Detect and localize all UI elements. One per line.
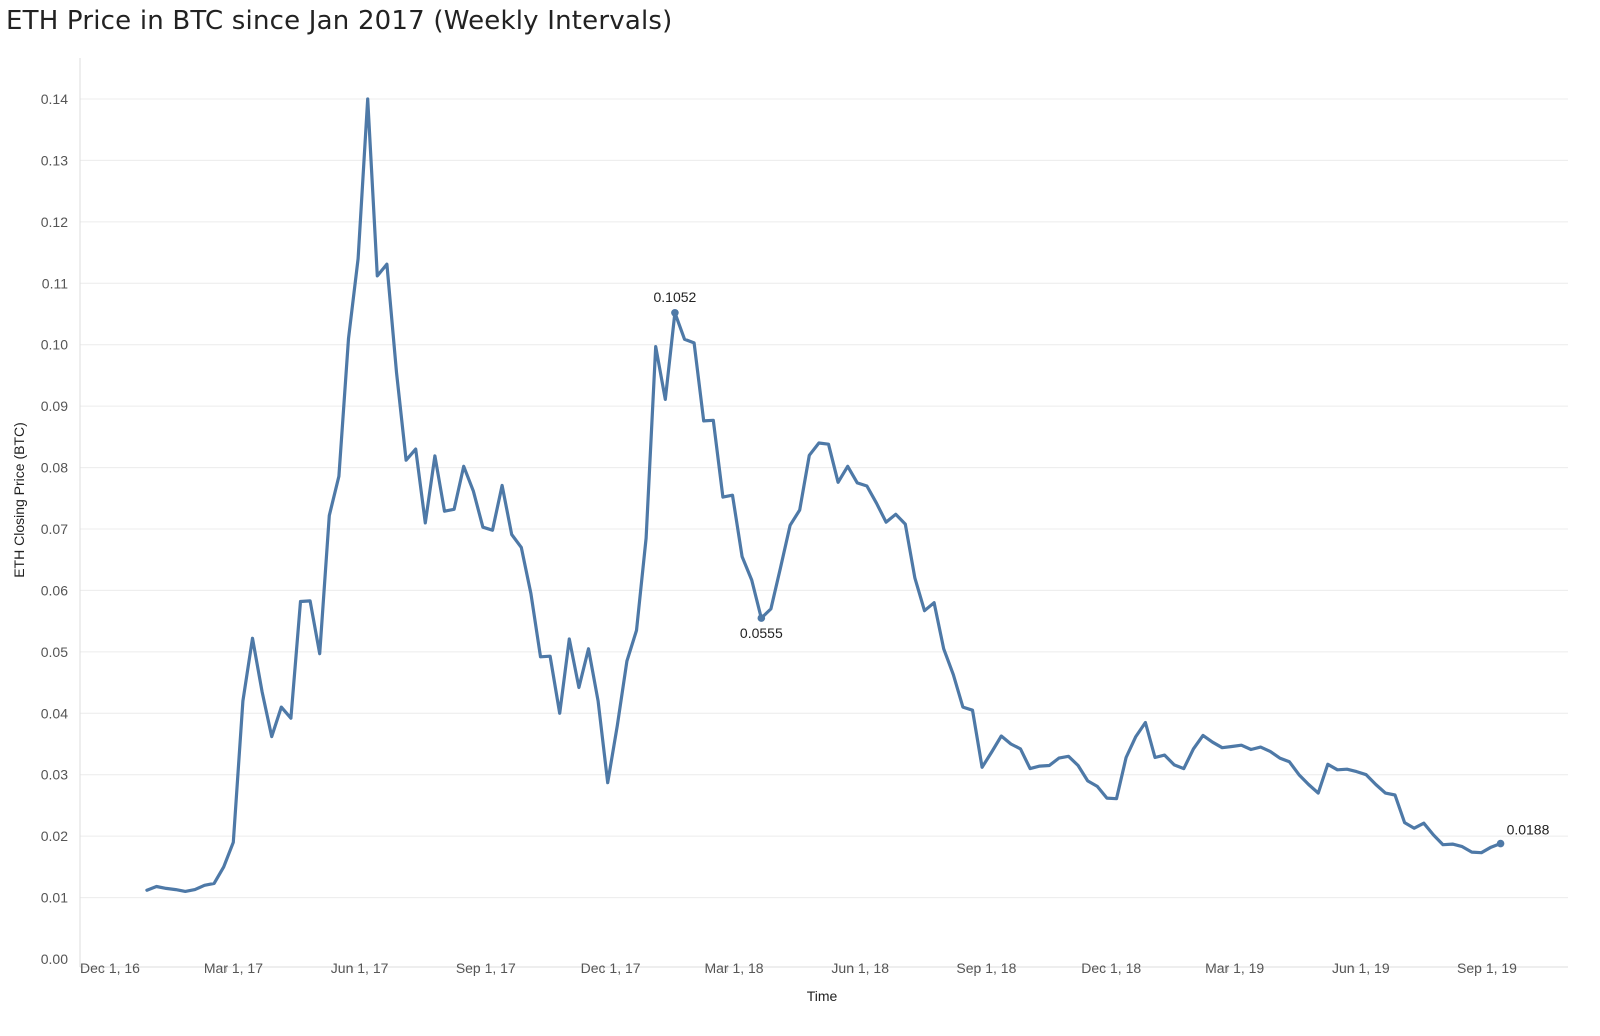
annotated-point xyxy=(1496,839,1505,848)
x-axis-title: Time xyxy=(807,988,838,1004)
y-tick-label: 0.11 xyxy=(42,275,68,291)
x-tick-label: Mar 1, 19 xyxy=(1205,960,1264,976)
data-labels: 0.1052 0.0555 0.0188 xyxy=(654,289,1550,848)
y-tick-label: 0.07 xyxy=(41,521,68,537)
y-tick-label: 0.08 xyxy=(41,460,68,476)
y-tick-label: 0.10 xyxy=(41,337,68,353)
data-label: 0.0555 xyxy=(740,625,783,641)
chart-title: ETH Price in BTC since Jan 2017 (Weekly … xyxy=(6,6,673,36)
y-tick-label: 0.05 xyxy=(41,644,68,660)
x-tick-label: Sep 1, 19 xyxy=(1457,960,1517,976)
y-tick-label: 0.03 xyxy=(41,767,68,783)
x-tick-label: Jun 1, 19 xyxy=(1332,960,1390,976)
eth-btc-price-line xyxy=(145,97,1503,894)
y-tick-label: 0.04 xyxy=(41,705,68,721)
x-tick-label: Sep 1, 18 xyxy=(956,960,1016,976)
x-tick-label: Dec 1, 18 xyxy=(1081,960,1141,976)
y-tick-label: 0.12 xyxy=(41,214,68,230)
y-tick-label: 0.01 xyxy=(41,890,68,906)
gridlines xyxy=(80,98,1568,899)
y-axis-title: ETH Closing Price (BTC) xyxy=(11,422,27,578)
x-axis-ticks: Dec 1, 16 Mar 1, 17 Jun 1, 17 Sep 1, 17 Dec … xyxy=(80,960,1517,976)
x-tick-label: Mar 1, 18 xyxy=(704,960,763,976)
series-layer xyxy=(145,97,1503,894)
data-label: 0.1052 xyxy=(654,289,697,305)
y-tick-label: 0.00 xyxy=(41,951,68,967)
annotated-point xyxy=(671,308,679,317)
x-tick-label: Jun 1, 18 xyxy=(831,960,889,976)
x-tick-label: Jun 1, 17 xyxy=(331,960,389,976)
y-tick-label: 0.09 xyxy=(41,398,68,414)
data-label: 0.0188 xyxy=(1507,822,1550,838)
annotated-point xyxy=(757,614,766,622)
y-tick-label: 0.02 xyxy=(41,828,68,844)
y-tick-label: 0.06 xyxy=(41,582,68,598)
y-tick-label: 0.13 xyxy=(41,152,68,168)
y-axis-ticks: 0.00 0.01 0.02 0.03 0.04 0.05 0.06 0.07 0.08 0.09… xyxy=(41,91,68,967)
x-tick-label: Sep 1, 17 xyxy=(456,960,516,976)
x-tick-label: Dec 1, 17 xyxy=(581,960,641,976)
axes xyxy=(79,58,1568,968)
x-tick-label: Mar 1, 17 xyxy=(204,960,263,976)
x-tick-label: Dec 1, 16 xyxy=(80,960,140,976)
y-tick-label: 0.14 xyxy=(41,91,68,107)
